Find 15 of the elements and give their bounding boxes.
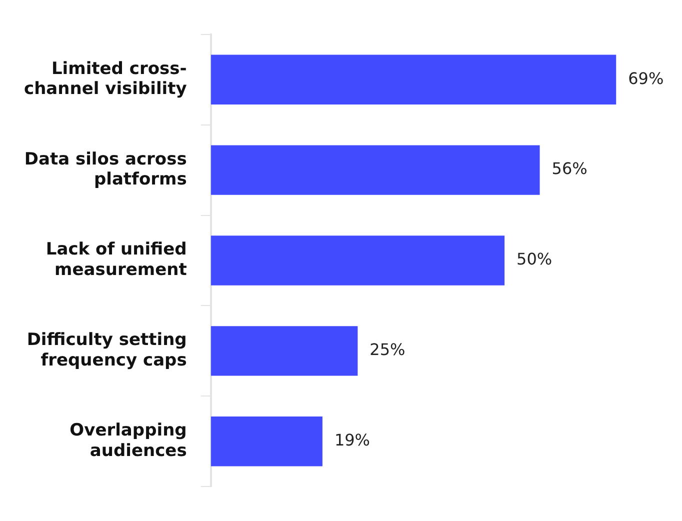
data-label: 25% bbox=[370, 340, 406, 360]
y-tick-label: Limited cross-channel visibility bbox=[24, 58, 187, 100]
data-label: 19% bbox=[334, 430, 370, 450]
data-label: 69% bbox=[628, 68, 664, 88]
y-tick-label: Overlapping audiences bbox=[70, 420, 187, 461]
bar bbox=[210, 54, 616, 104]
bar bbox=[210, 326, 358, 376]
data-label: 50% bbox=[516, 250, 552, 269]
y-tick-label: Data silos across platforms bbox=[24, 149, 187, 190]
y-tick-label: Lack of unified measurement bbox=[46, 240, 187, 280]
bar bbox=[210, 416, 322, 466]
data-label: 56% bbox=[552, 159, 588, 178]
y-tick-label: Difficulty setting frequency caps bbox=[26, 330, 187, 371]
bar bbox=[210, 145, 540, 195]
bar bbox=[210, 236, 505, 286]
